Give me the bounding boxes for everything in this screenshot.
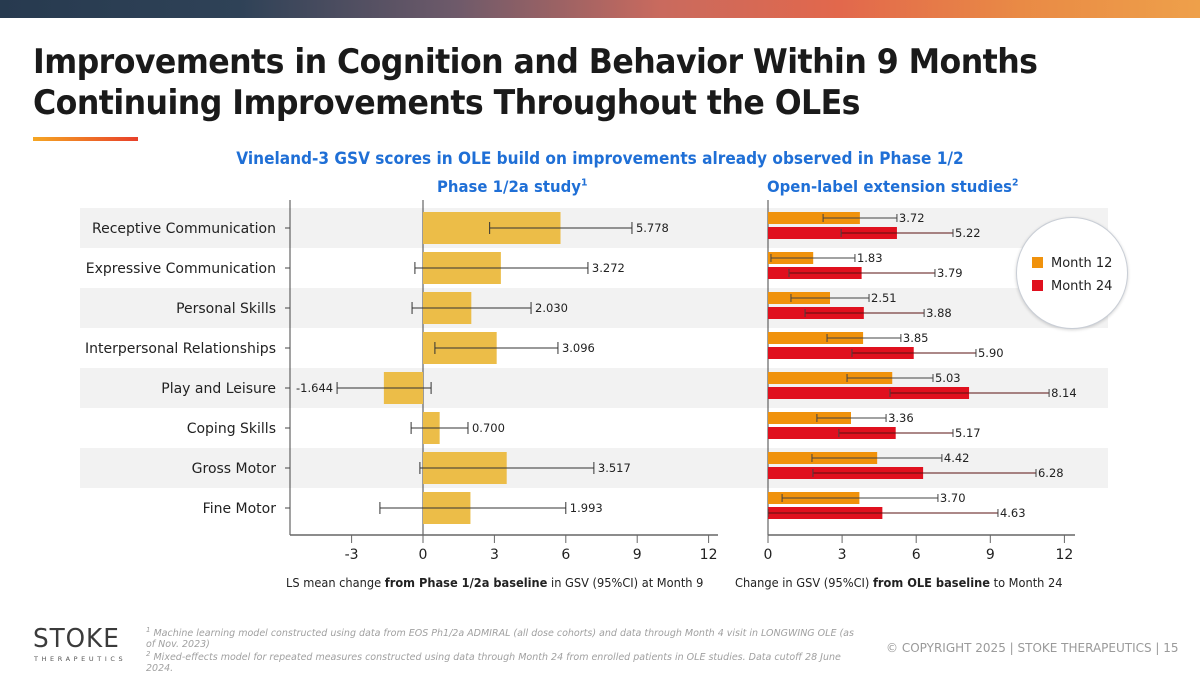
value-label: 4.63 [1000, 506, 1026, 520]
value-label: 3.096 [562, 341, 595, 355]
value-label: 5.17 [955, 426, 981, 440]
right-panel-title: Open-label extension studies2 [767, 177, 1019, 196]
value-label: 4.42 [944, 451, 970, 465]
value-label: 5.778 [636, 221, 669, 235]
legend-swatch-month-12 [1032, 257, 1043, 268]
value-label: 5.90 [978, 346, 1004, 360]
left-xlabel-pre: LS mean change [286, 576, 385, 590]
value-label: -1.644 [296, 381, 333, 395]
value-label: 2.51 [871, 291, 897, 305]
title-accent-bar [33, 137, 138, 141]
ole-bar-month-24 [768, 427, 896, 439]
footnote-2-marker: 2 [146, 650, 151, 658]
footnote-1-marker: 1 [146, 626, 151, 634]
value-label: 1.993 [570, 501, 603, 515]
x-tick-label: 12 [1055, 547, 1073, 563]
top-banner [0, 0, 1200, 18]
row-band [80, 288, 1108, 328]
legend-label-month-24: Month 24 [1051, 279, 1113, 294]
x-tick-label: 9 [986, 547, 995, 563]
category-label: Gross Motor [192, 461, 277, 477]
left-xlabel-bold: from Phase 1/2a baseline [384, 576, 548, 590]
right-xlabel-bold: from OLE baseline [872, 576, 990, 590]
value-label: 3.79 [937, 266, 963, 280]
legend-label-month-12: Month 12 [1051, 256, 1113, 271]
ole-bar-month-12 [768, 212, 860, 224]
x-tick-label: -3 [345, 547, 359, 563]
category-label: Fine Motor [203, 501, 277, 517]
copyright-footer: © COPYRIGHT 2025 | STOKE THERAPEUTICS | … [886, 641, 1179, 655]
ole-bar-month-12 [768, 372, 893, 384]
category-label: Interpersonal Relationships [85, 341, 276, 357]
value-label: 5.03 [935, 371, 961, 385]
title-line-1: Improvements in Cognition and Behavior W… [33, 42, 1038, 82]
left-panel-title-text: Phase 1/2a study [437, 177, 581, 196]
value-label: 3.85 [903, 331, 929, 345]
value-label: 3.517 [598, 461, 631, 475]
value-label: 3.72 [899, 211, 925, 225]
value-label: 8.14 [1051, 386, 1077, 400]
value-label: 1.83 [857, 251, 883, 265]
right-xlabel-pre: Change in GSV (95%CI) [735, 576, 873, 590]
ole-bar-month-24 [768, 347, 914, 359]
x-tick-label: 6 [912, 547, 921, 563]
page-title: Improvements in Cognition and Behavior W… [33, 42, 1038, 124]
stoke-logo: STOKE THERAPEUTICS [33, 624, 133, 664]
value-label: 3.70 [940, 491, 966, 505]
footnote-1-text: Machine learning model constructed using… [146, 628, 854, 651]
category-label: Personal Skills [176, 301, 276, 317]
x-tick-label: 3 [490, 547, 499, 563]
x-tick-label: 3 [838, 547, 847, 563]
legend-swatch-month-24 [1032, 280, 1043, 291]
x-tick-label: 12 [700, 547, 718, 563]
left-xlabel-post: in GSV (95%CI) at Month 9 [547, 576, 704, 590]
x-tick-label: 0 [764, 547, 773, 563]
value-label: 5.22 [955, 226, 981, 240]
footnote-1: 1 Machine learning model constructed usi… [146, 625, 866, 650]
value-label: 6.28 [1038, 466, 1064, 480]
category-label: Receptive Communication [92, 221, 276, 237]
x-tick-label: 9 [633, 547, 642, 563]
right-x-axis-label: Change in GSV (95%CI) from OLE baseline … [735, 576, 1063, 590]
footnote-2: 2 Mixed-effects model for repeated measu… [146, 649, 866, 674]
x-tick-label: 6 [561, 547, 570, 563]
chart-subtitle: Vineland-3 GSV scores in OLE build on im… [236, 149, 964, 168]
ole-bar-month-24 [768, 227, 897, 239]
left-panel-title: Phase 1/2a study1 [437, 177, 587, 196]
left-x-axis-label: LS mean change from Phase 1/2a baseline … [286, 576, 703, 590]
value-label: 2.030 [535, 301, 568, 315]
value-label: 3.272 [592, 261, 625, 275]
left-panel-title-sup: 1 [580, 177, 588, 189]
category-label: Coping Skills [187, 421, 276, 437]
title-line-2: Continuing Improvements Throughout the O… [33, 83, 860, 123]
value-label: 3.88 [926, 306, 952, 320]
ole-bar-month-12 [768, 332, 864, 344]
category-label: Play and Leisure [161, 381, 276, 397]
logo-wordmark: STOKE [33, 624, 120, 654]
value-label: 3.36 [888, 411, 914, 425]
x-tick-label: 0 [419, 547, 428, 563]
right-panel-title-sup: 2 [1012, 177, 1019, 189]
right-panel-title-text: Open-label extension studies [767, 177, 1013, 196]
ole-bar-month-12 [768, 412, 851, 424]
logo-subtitle: THERAPEUTICS [34, 655, 127, 663]
footnote-2-text: Mixed-effects model for repeated measure… [146, 652, 841, 675]
value-label: 0.700 [472, 421, 505, 435]
category-label: Expressive Communication [86, 261, 276, 277]
ole-bar-month-24 [768, 387, 970, 399]
legend-item-month-12: Month 12 [1032, 256, 1112, 271]
chart-legend: Month 12 Month 24 [1016, 217, 1128, 329]
legend-item-month-24: Month 24 [1032, 279, 1112, 294]
right-xlabel-post: to Month 24 [989, 576, 1063, 590]
